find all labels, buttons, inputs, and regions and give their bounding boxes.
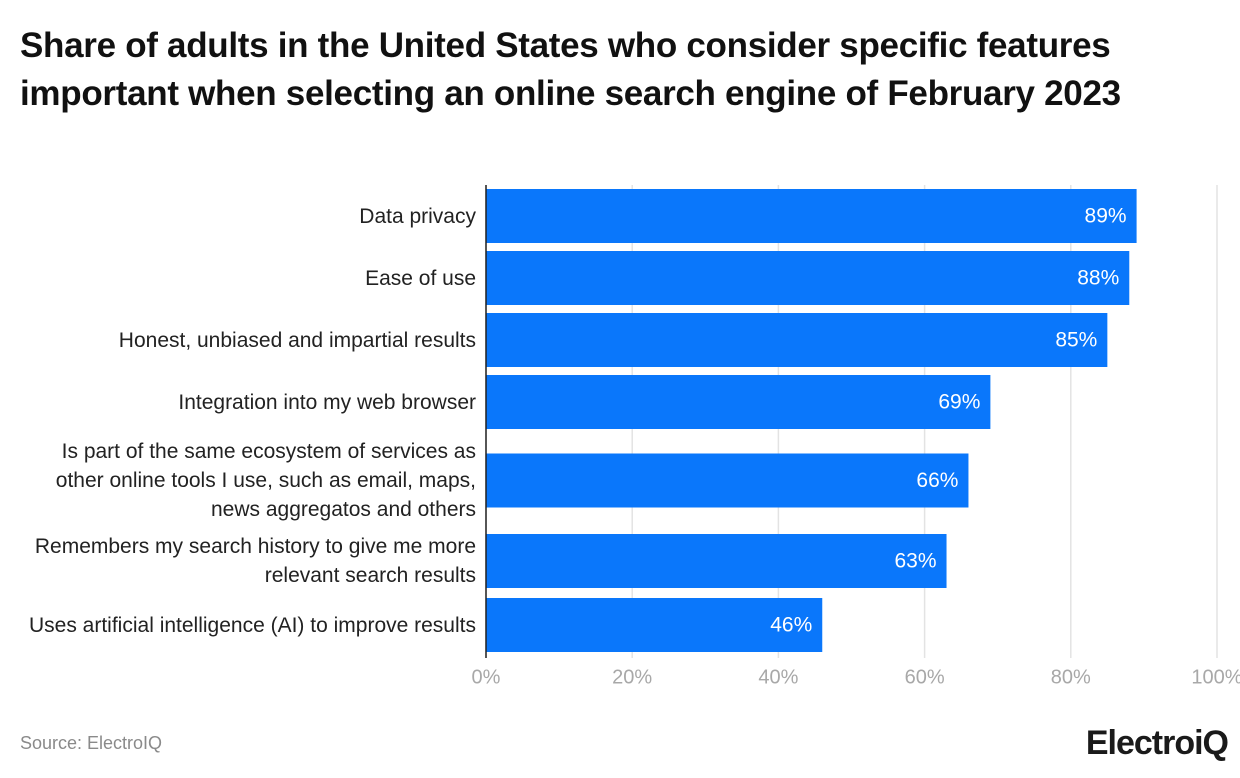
x-tick-label: 20% [612, 666, 652, 688]
y-tick-label: Is part of the same ecosystem of service… [55, 440, 476, 521]
y-tick-label: Remembers my search history to give me m… [34, 535, 476, 587]
bar [486, 598, 823, 652]
y-tick-label: Uses artificial intelligence (AI) to imp… [29, 613, 476, 637]
bar [486, 251, 1130, 305]
value-label: 85% [1055, 329, 1097, 352]
value-label: 46% [770, 614, 812, 637]
value-label: 63% [894, 550, 936, 573]
value-label: 88% [1077, 267, 1119, 290]
x-tick-label: 0% [472, 666, 501, 688]
logo: ElectroiQ [1085, 724, 1229, 762]
value-label: 69% [938, 391, 980, 414]
source: Source: ElectroIQ [20, 733, 163, 753]
bar [486, 375, 991, 429]
x-tick-label: 40% [758, 666, 798, 688]
bar [486, 453, 969, 508]
bar [486, 534, 947, 588]
y-tick-label: Honest, unbiased and impartial results [118, 328, 476, 352]
y-tick-label: Ease of use [365, 266, 476, 290]
value-label: 89% [1085, 205, 1127, 228]
x-tick-label: 60% [905, 666, 945, 688]
x-tick-label: 100% [1191, 666, 1240, 688]
y-tick-label: Data privacy [359, 204, 476, 228]
bar [486, 313, 1108, 367]
x-tick-label: 80% [1051, 666, 1091, 688]
y-tick-label: Integration into my web browser [178, 390, 476, 414]
chart-title: Share of adults in the United States who… [20, 26, 1121, 113]
value-label: 66% [916, 469, 958, 492]
bar [486, 189, 1137, 243]
